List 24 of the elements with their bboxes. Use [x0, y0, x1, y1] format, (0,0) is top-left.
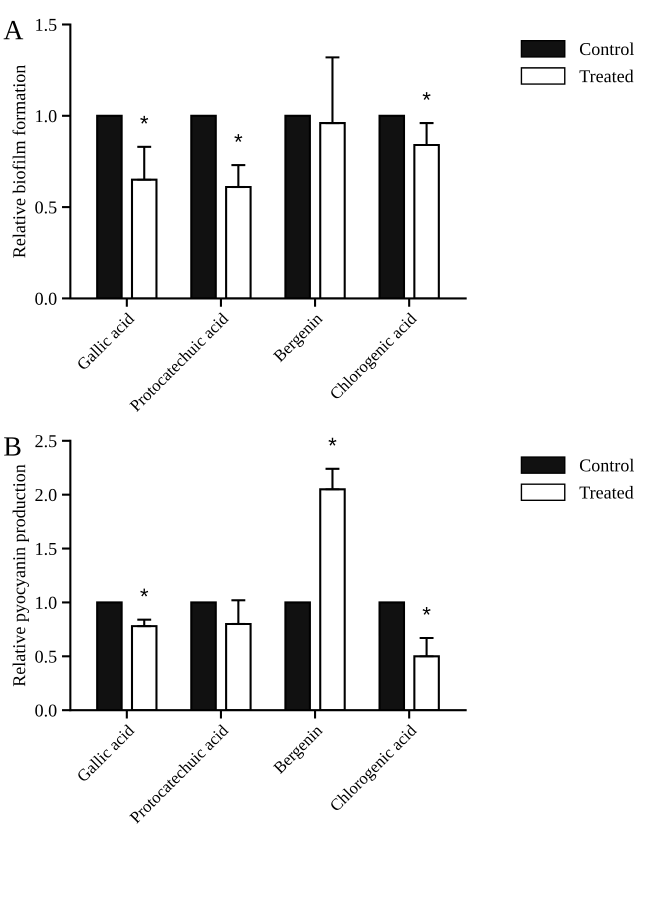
y-axis-title: Relative biofilm formation — [12, 64, 26, 258]
y-tick-label: 1.5 — [36, 18, 56, 32]
y-tick-label: 1.0 — [36, 110, 56, 122]
y-tick-label: 0.5 — [35, 201, 56, 214]
chart-title: A — [4, 20, 24, 40]
y-tick-label: 1.0 — [36, 596, 56, 609]
legend-label: Control — [580, 42, 634, 56]
y-tick-label: 0.0 — [35, 704, 56, 717]
y-tick-label: 0.0 — [35, 292, 56, 305]
y-tick-label: 2.5 — [35, 435, 56, 448]
chart-title: B — [4, 437, 21, 456]
data-label: * — [140, 116, 148, 124]
y-tick-label: 1.5 — [36, 542, 56, 556]
data-label: * — [422, 606, 431, 615]
data-label: * — [140, 588, 148, 596]
legend-label: Treated — [580, 70, 634, 82]
data-label: * — [328, 438, 336, 446]
y-axis-title: Relative pyocyanin production — [12, 464, 30, 686]
data-label: * — [234, 134, 242, 142]
data-label: * — [422, 92, 431, 100]
legend-label: Control — [580, 458, 634, 472]
legend-label: Treated — [580, 486, 634, 499]
y-tick-label: 2.0 — [35, 488, 56, 502]
y-tick-label: 0.5 — [35, 650, 56, 663]
